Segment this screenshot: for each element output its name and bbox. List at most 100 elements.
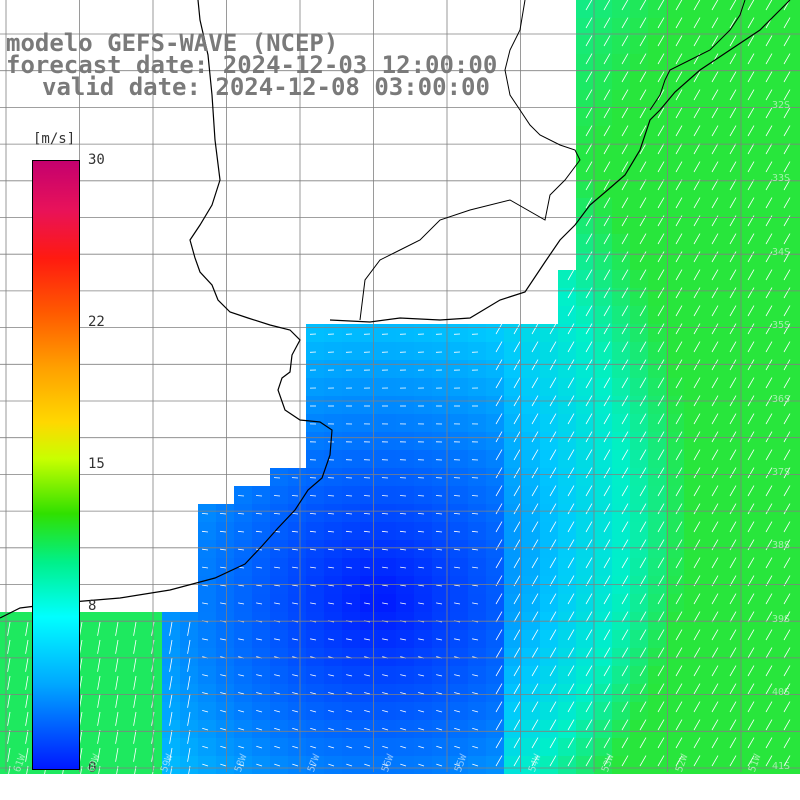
wind-arrow (513, 377, 521, 389)
wind-arrow (531, 647, 539, 659)
wind-arrow (220, 638, 227, 641)
wind-arrow (418, 745, 425, 749)
wind-cell (306, 630, 324, 648)
wind-arrow (603, 197, 611, 209)
wind-cell (702, 324, 720, 342)
wind-arrow (531, 503, 539, 515)
wind-arrow (346, 602, 353, 605)
wind-cell (702, 450, 720, 468)
wind-cell (684, 342, 702, 360)
wind-cell (756, 432, 774, 450)
wind-arrow (765, 71, 773, 83)
wind-cell (684, 450, 702, 468)
wind-cell (342, 594, 360, 612)
wind-cell (792, 396, 800, 414)
wind-arrow (513, 485, 521, 497)
wind-arrow (639, 287, 647, 299)
wind-arrow (291, 513, 299, 515)
wind-arrow (747, 629, 755, 641)
wind-arrow (729, 683, 737, 695)
wind-cell (630, 144, 648, 162)
wind-arrow (603, 467, 611, 479)
wind-arrow (418, 727, 425, 731)
wind-cell (522, 522, 540, 540)
wind-arrow (346, 710, 353, 713)
wind-cell (198, 540, 216, 558)
wind-cell (324, 504, 342, 522)
wind-cell (360, 720, 378, 738)
wind-arrow (783, 737, 791, 749)
wind-arrow (400, 566, 407, 569)
wind-cell (630, 54, 648, 72)
wind-cell (198, 504, 216, 522)
wind-arrow (783, 755, 791, 767)
wind-cell (342, 666, 360, 684)
wind-cell (594, 540, 612, 558)
wind-arrow (364, 745, 371, 749)
wind-arrow (220, 710, 227, 713)
wind-cell (774, 54, 792, 72)
wind-cell (630, 594, 648, 612)
wind-cell (486, 468, 504, 486)
wind-cell (792, 486, 800, 504)
wind-cell (378, 342, 396, 360)
wind-arrow (187, 693, 191, 708)
wind-arrow (495, 341, 503, 353)
wind-cell (414, 486, 432, 504)
wind-arrow (513, 701, 521, 713)
wind-arrow (765, 359, 773, 371)
wind-arrow (639, 179, 647, 191)
wind-cell (702, 702, 720, 720)
wind-cell (648, 342, 666, 360)
wind-arrow (621, 755, 629, 767)
wind-cell (612, 270, 630, 288)
wind-arrow (693, 323, 701, 335)
wind-arrow (328, 710, 335, 713)
wind-cell (198, 684, 216, 702)
wind-arrow (256, 638, 263, 641)
wind-cell (576, 144, 594, 162)
wind-arrow (783, 341, 791, 353)
wind-cell (198, 594, 216, 612)
wind-cell (522, 594, 540, 612)
wind-arrow (729, 251, 737, 263)
wind-arrow (783, 647, 791, 659)
wind-arrow (657, 665, 665, 677)
wind-cell (576, 72, 594, 90)
wind-cell (558, 432, 576, 450)
wind-cell (216, 684, 234, 702)
wind-arrow (711, 521, 719, 533)
wind-cell (522, 450, 540, 468)
wind-cell (666, 702, 684, 720)
wind-arrow (711, 287, 719, 299)
wind-cell (684, 306, 702, 324)
wind-arrow (729, 89, 737, 101)
wind-arrow (729, 0, 737, 11)
wind-cell (594, 576, 612, 594)
wind-cell (378, 540, 396, 558)
wind-arrow (765, 413, 773, 425)
wind-arrow (585, 89, 593, 101)
wind-cell (396, 414, 414, 432)
wind-arrow (220, 566, 227, 569)
wind-arrow (711, 449, 719, 461)
wind-cell (648, 306, 666, 324)
wind-arrow (657, 17, 665, 29)
wind-cell (612, 90, 630, 108)
wind-cell (684, 558, 702, 576)
wind-cell (450, 630, 468, 648)
wind-cell (720, 576, 738, 594)
wind-cell (414, 324, 432, 342)
wind-cell (198, 522, 216, 540)
wind-arrow (382, 602, 389, 605)
wind-cell (108, 684, 126, 702)
wind-cell (648, 558, 666, 576)
wind-cell (594, 414, 612, 432)
wind-cell (540, 630, 558, 648)
wind-arrow (675, 683, 683, 695)
wind-arrow (693, 269, 701, 281)
wind-cell (504, 684, 522, 702)
wind-arrow (675, 233, 683, 245)
wind-arrow (783, 701, 791, 713)
wind-arrow (657, 539, 665, 551)
